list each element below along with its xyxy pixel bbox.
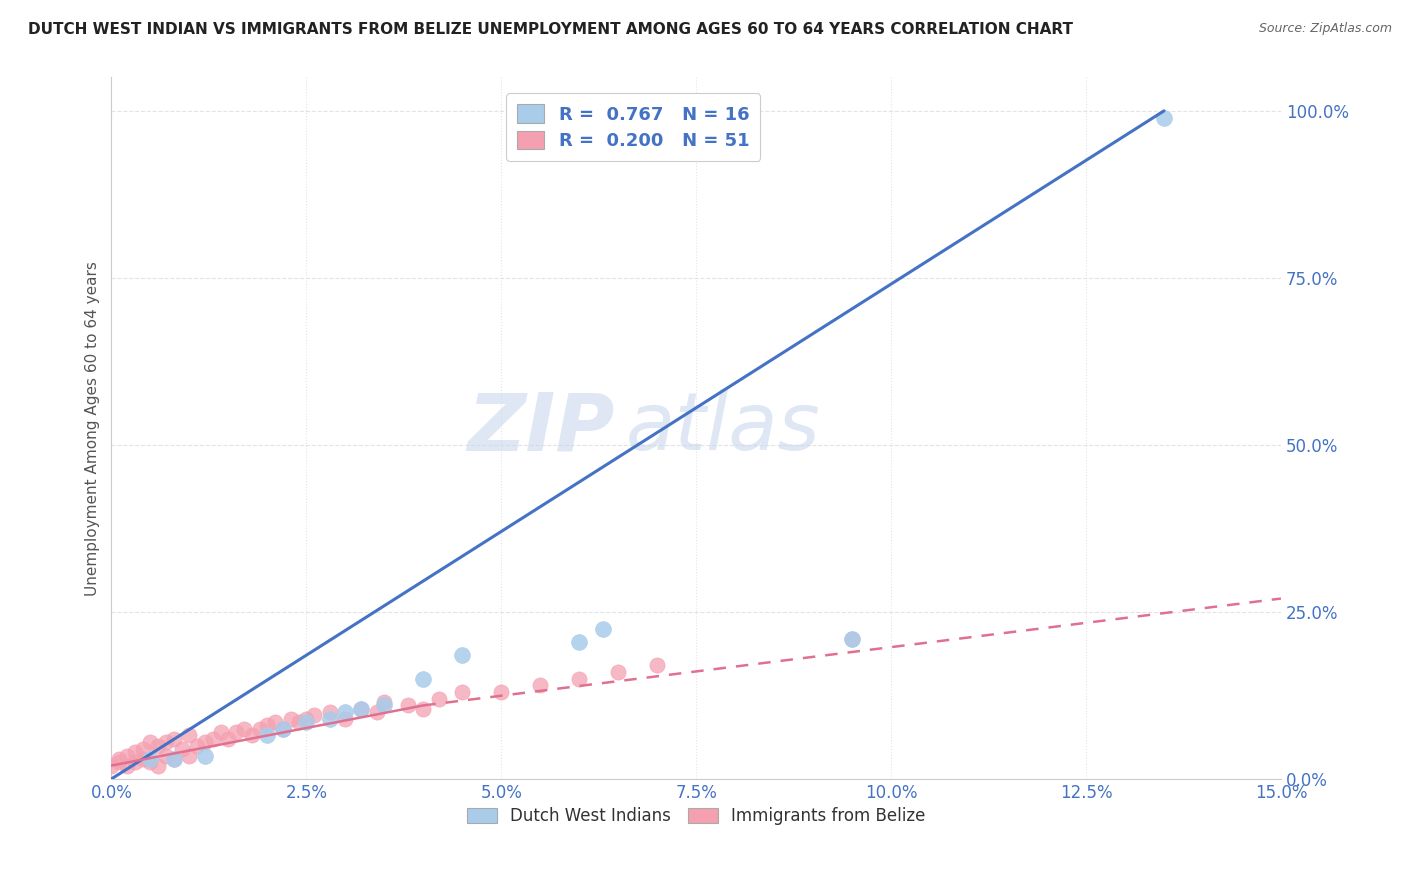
Point bbox=[271, 722, 294, 736]
Point bbox=[124, 745, 146, 759]
Point bbox=[491, 685, 513, 699]
Point bbox=[139, 752, 162, 766]
Point bbox=[412, 672, 434, 686]
Point bbox=[131, 742, 153, 756]
Text: DUTCH WEST INDIAN VS IMMIGRANTS FROM BELIZE UNEMPLOYMENT AMONG AGES 60 TO 64 YEA: DUTCH WEST INDIAN VS IMMIGRANTS FROM BEL… bbox=[28, 22, 1073, 37]
Point bbox=[302, 708, 325, 723]
Point bbox=[131, 752, 153, 766]
Point bbox=[194, 735, 217, 749]
Point bbox=[841, 632, 863, 646]
Point bbox=[217, 731, 239, 746]
Point bbox=[529, 678, 551, 692]
Point bbox=[568, 635, 591, 649]
Point bbox=[451, 648, 474, 663]
Point bbox=[148, 758, 170, 772]
Point bbox=[163, 752, 186, 766]
Point bbox=[186, 739, 208, 753]
Point bbox=[115, 748, 138, 763]
Point bbox=[396, 698, 419, 713]
Point bbox=[335, 712, 357, 726]
Point bbox=[201, 731, 224, 746]
Point bbox=[319, 712, 342, 726]
Point bbox=[209, 725, 232, 739]
Point bbox=[155, 748, 177, 763]
Text: Source: ZipAtlas.com: Source: ZipAtlas.com bbox=[1258, 22, 1392, 36]
Y-axis label: Unemployment Among Ages 60 to 64 years: Unemployment Among Ages 60 to 64 years bbox=[86, 260, 100, 596]
Point bbox=[335, 705, 357, 719]
Text: ZIP: ZIP bbox=[467, 389, 614, 467]
Point bbox=[264, 715, 287, 730]
Point bbox=[108, 756, 131, 770]
Point bbox=[287, 715, 309, 730]
Point bbox=[115, 758, 138, 772]
Point bbox=[568, 672, 591, 686]
Point bbox=[108, 752, 131, 766]
Point bbox=[163, 731, 186, 746]
Point bbox=[350, 702, 373, 716]
Point bbox=[233, 722, 256, 736]
Point bbox=[1153, 111, 1175, 125]
Point bbox=[592, 622, 614, 636]
Point bbox=[319, 705, 342, 719]
Point bbox=[179, 729, 201, 743]
Point bbox=[366, 705, 388, 719]
Point bbox=[148, 739, 170, 753]
Point bbox=[139, 735, 162, 749]
Point bbox=[124, 756, 146, 770]
Point bbox=[412, 702, 434, 716]
Point bbox=[256, 718, 278, 732]
Point bbox=[249, 722, 271, 736]
Point bbox=[451, 685, 474, 699]
Point bbox=[841, 632, 863, 646]
Point bbox=[295, 712, 318, 726]
Text: atlas: atlas bbox=[626, 389, 821, 467]
Point bbox=[170, 742, 193, 756]
Point bbox=[225, 725, 247, 739]
Point bbox=[280, 712, 302, 726]
Point bbox=[179, 748, 201, 763]
Point bbox=[607, 665, 630, 679]
Point bbox=[373, 695, 395, 709]
Point bbox=[373, 698, 395, 713]
Point bbox=[155, 735, 177, 749]
Point bbox=[645, 658, 668, 673]
Point bbox=[427, 691, 450, 706]
Point bbox=[139, 756, 162, 770]
Legend: Dutch West Indians, Immigrants from Belize: Dutch West Indians, Immigrants from Beli… bbox=[458, 799, 934, 834]
Point bbox=[100, 758, 122, 772]
Point bbox=[256, 729, 278, 743]
Point bbox=[194, 748, 217, 763]
Point bbox=[295, 715, 318, 730]
Point bbox=[240, 729, 263, 743]
Point bbox=[163, 752, 186, 766]
Point bbox=[271, 722, 294, 736]
Point bbox=[350, 702, 373, 716]
